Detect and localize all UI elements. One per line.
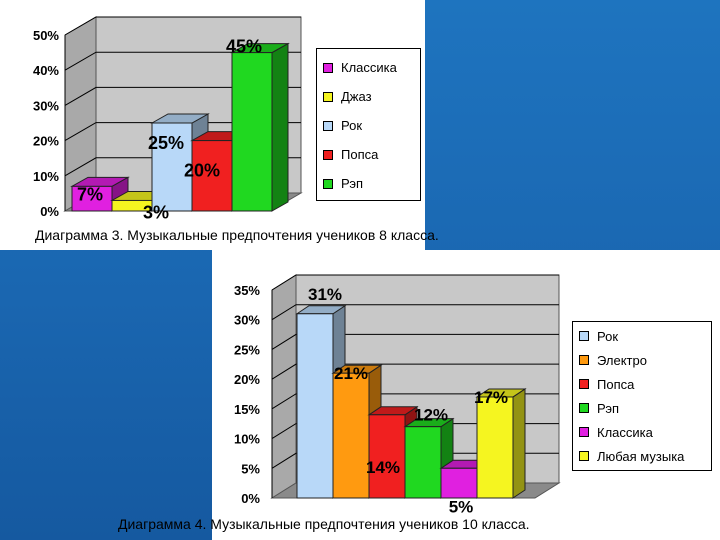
legend-swatch [579,355,589,365]
chart1-ytick-label: 50% [33,28,59,43]
chart2-gridline [271,304,559,321]
legend-swatch [323,178,333,189]
chart2-ytick-label: 35% [234,283,260,298]
chart1: 0%10%20%30%40%50%7%3%25%20%45% [33,16,303,222]
chart2-data-label: 14% [366,458,400,477]
legend-item: Попса [317,140,420,169]
legend-swatch [579,451,589,461]
chart2-bar-side [512,388,526,499]
legend-swatch [579,427,589,437]
legend-label: Электро [597,352,647,368]
chart1-data-label: 7% [77,184,103,204]
legend-item: Классика [317,53,420,82]
chart2-gridline [271,274,559,291]
chart1-gridline [64,16,301,36]
chart1-bar-front [71,185,113,212]
chart1-caption: Диаграмма 3. Музыкальные предпочтения уч… [35,227,439,243]
chart2-bar-front [296,313,334,499]
chart2-data-label: 5% [449,497,474,516]
chart1-ytick-label: 10% [33,169,59,184]
legend-label: Попса [341,147,379,162]
chart2-bar-front [440,467,478,499]
chart1-bar-front [231,52,273,212]
chart2-ytick-label: 0% [241,491,260,506]
legend-item: Любая музыка [573,444,711,468]
legend-label: Классика [341,60,397,75]
chart1-data-label: 20% [184,161,220,181]
chart2-bar [475,388,527,499]
chart1-bar-front [151,122,193,212]
chart2-legend: Рок Электро Попса Рэп Классика Любая музыка [572,321,712,471]
chart1-data-label: 3% [143,202,169,222]
legend-item: Классика [573,420,711,444]
chart2-ytick-label: 5% [241,461,260,476]
legend-item: Рок [317,111,420,140]
chart2-gridline [271,333,559,350]
legend-swatch [579,379,589,389]
chart1-legend: Классика Джаз Рок Попса Рэп [316,48,421,201]
chart2-ytick-label: 30% [234,313,260,328]
chart2: 0% 5% 10% 15% 20% 25% 30% 35% 31% 21% 14% 12% 5% 17% [234,274,561,516]
legend-label: Рок [597,328,619,344]
legend-label: Джаз [341,89,372,104]
chart1-bar-side [271,42,289,212]
legend-label: Попса [597,376,635,392]
chart1-ytick-label: 30% [33,98,59,113]
chart2-gridline [271,393,559,410]
chart1-data-label: 25% [148,133,184,153]
chart2-caption: Диаграмма 4. Музыкальные предпочтения уч… [118,516,530,532]
legend-swatch [579,403,589,413]
chart1-data-label: 45% [226,37,262,57]
chart2-ytick-label: 20% [234,372,260,387]
chart2-bar-front [368,414,406,499]
chart2-gridline [271,423,559,439]
chart1-ytick-label: 0% [40,204,59,219]
chart2-ytick-label: 25% [234,342,260,357]
legend-label: Классика [597,424,653,440]
chart2-gridline [271,363,559,380]
chart2-data-label: 17% [474,388,508,407]
legend-item: Джаз [317,82,420,111]
chart2-bar-front [404,426,442,499]
chart2-ytick-label: 10% [234,432,260,447]
chart2-data-label: 21% [334,364,368,383]
chart1-ytick-label: 40% [33,63,59,78]
legend-item: Попса [573,372,711,396]
legend-label: Рок [341,118,363,133]
legend-swatch [323,149,333,160]
legend-label: Рэп [341,176,364,191]
legend-label: Любая музыка [597,448,685,464]
legend-item: Рэп [573,396,711,420]
legend-swatch [323,62,333,73]
legend-label: Рэп [597,400,620,416]
chart2-data-label: 12% [414,406,448,425]
chart2-data-label: 31% [308,285,342,304]
legend-item: Рэп [317,169,420,198]
chart2-bar-front [476,396,514,499]
chart2-bar-front [332,372,370,499]
chart2-gridline [271,452,559,469]
chart2-ytick-label: 15% [234,402,260,417]
legend-swatch [323,91,333,102]
legend-swatch [323,120,333,131]
chart1-bar-front [191,140,233,212]
chart2-side-wall [271,274,297,499]
legend-item: Рок [573,324,711,348]
chart1-bar [230,42,290,212]
chart1-bar [70,176,130,212]
legend-swatch [579,331,589,341]
legend-item: Электро [573,348,711,372]
chart1-ytick-label: 20% [33,134,59,149]
